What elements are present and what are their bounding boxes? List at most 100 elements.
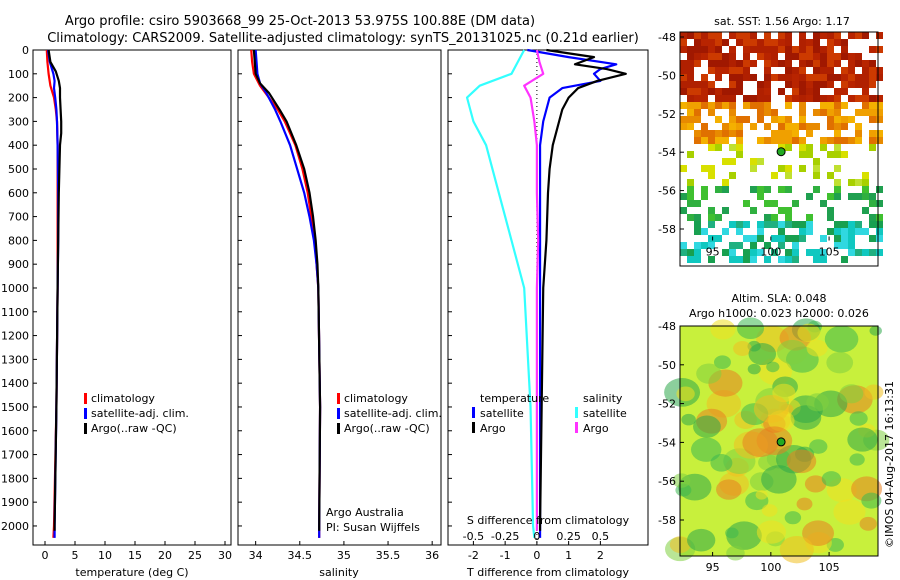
- depth-tick-label: 300: [8, 115, 29, 128]
- sst-cell: [736, 88, 743, 95]
- sst-cell: [876, 102, 883, 109]
- sst-cell: [799, 39, 806, 46]
- x-tick-label: 35.5: [376, 549, 401, 562]
- sst-cell: [799, 144, 806, 151]
- x-tick-label: 1: [565, 549, 572, 562]
- sst-cell: [743, 256, 750, 263]
- sst-cell: [736, 242, 743, 249]
- sst-cell: [722, 207, 729, 214]
- x-tick-label: 0: [533, 549, 540, 562]
- sst-cell: [764, 242, 771, 249]
- sst-cell: [743, 95, 750, 102]
- sst-cell: [687, 193, 694, 200]
- sst-cell: [778, 242, 785, 249]
- sst-cell: [848, 67, 855, 74]
- sst-cell: [806, 74, 813, 81]
- sst-cell: [680, 60, 687, 67]
- sst-cell: [785, 39, 792, 46]
- sst-cell: [687, 214, 694, 221]
- sst-cell: [869, 130, 876, 137]
- sla-blob: [784, 511, 802, 525]
- sst-cell: [750, 235, 757, 242]
- sst-cell: [680, 102, 687, 109]
- sla-blob: [733, 341, 752, 356]
- sst-cell: [687, 67, 694, 74]
- sst-cell: [778, 207, 785, 214]
- difference-panel: -2 -1 0 1 2 S difference from climatology -0…: [447, 48, 649, 579]
- sst-cell: [813, 123, 820, 130]
- sst-cell: [806, 221, 813, 228]
- sst-cell: [736, 60, 743, 67]
- sst-cell: [785, 95, 792, 102]
- sst-cell: [764, 53, 771, 60]
- sst-cell: [764, 137, 771, 144]
- sla-blob: [779, 536, 814, 564]
- legend-label: satellite-adj. clim.: [344, 407, 442, 420]
- depth-tick-label: 600: [8, 187, 29, 200]
- depth-tick-label: 1100: [1, 306, 29, 319]
- sst-cell: [785, 235, 792, 242]
- sst-cell: [750, 95, 757, 102]
- sst-cell: [827, 109, 834, 116]
- sst-cell: [722, 88, 729, 95]
- legend-label: Argo(..raw -QC): [344, 422, 430, 435]
- sst-cell: [729, 256, 736, 263]
- sst-cell: [771, 235, 778, 242]
- sst-cell: [848, 235, 855, 242]
- sst-cell: [764, 123, 771, 130]
- sst-cell: [820, 200, 827, 207]
- sst-cell: [799, 109, 806, 116]
- sst-cell: [820, 53, 827, 60]
- sst-cell: [715, 46, 722, 53]
- sst-cell: [834, 32, 841, 39]
- sla-map-axes: -48 -50 -52 -54 -56 -58 95 100 105: [658, 320, 840, 574]
- x-tick-label: 30: [218, 549, 232, 562]
- sst-cell: [799, 81, 806, 88]
- sst-cell: [813, 60, 820, 67]
- sst-cell: [841, 88, 848, 95]
- sst-cell: [827, 32, 834, 39]
- sst-cell: [799, 116, 806, 123]
- sst-cell: [764, 88, 771, 95]
- sst-cell: [757, 249, 764, 256]
- sst-cell: [694, 53, 701, 60]
- sst-cell: [722, 67, 729, 74]
- sst-cell: [799, 53, 806, 60]
- sst-cell: [771, 39, 778, 46]
- sst-cell: [876, 200, 883, 207]
- sst-cell: [792, 88, 799, 95]
- sst-cell: [813, 88, 820, 95]
- x-tick-label: 34.5: [288, 549, 313, 562]
- sst-cell: [834, 123, 841, 130]
- lon-tick-label: 105: [819, 246, 840, 259]
- sst-cell: [820, 67, 827, 74]
- sst-cell: [820, 46, 827, 53]
- sst-cell: [813, 172, 820, 179]
- x-tick-label: 34: [249, 549, 263, 562]
- sst-cell: [855, 109, 862, 116]
- sst-cell: [687, 200, 694, 207]
- sst-cell: [862, 179, 869, 186]
- legend-heading-temperature: temperature: [480, 392, 549, 405]
- temperature-panel: 0100200300400500600700800900100011001200…: [1, 44, 452, 579]
- sst-cell: [764, 109, 771, 116]
- sst-cell: [694, 32, 701, 39]
- sst-cell: [722, 186, 729, 193]
- difference-plot-frame: [447, 49, 649, 546]
- argo-australia-label: Argo Australia: [326, 506, 404, 519]
- sst-cell: [715, 116, 722, 123]
- sst-cell: [701, 130, 708, 137]
- sst-cell: [869, 200, 876, 207]
- sst-cell: [785, 186, 792, 193]
- sla-blob: [716, 479, 742, 500]
- sst-cell: [708, 88, 715, 95]
- sst-cell: [743, 235, 750, 242]
- sst-cell: [778, 74, 785, 81]
- sst-cell: [841, 74, 848, 81]
- sst-cell: [862, 88, 869, 95]
- sst-cell: [680, 207, 687, 214]
- sst-cell: [743, 39, 750, 46]
- sst-cell: [799, 123, 806, 130]
- sla-blob: [725, 527, 739, 539]
- sst-cell: [855, 179, 862, 186]
